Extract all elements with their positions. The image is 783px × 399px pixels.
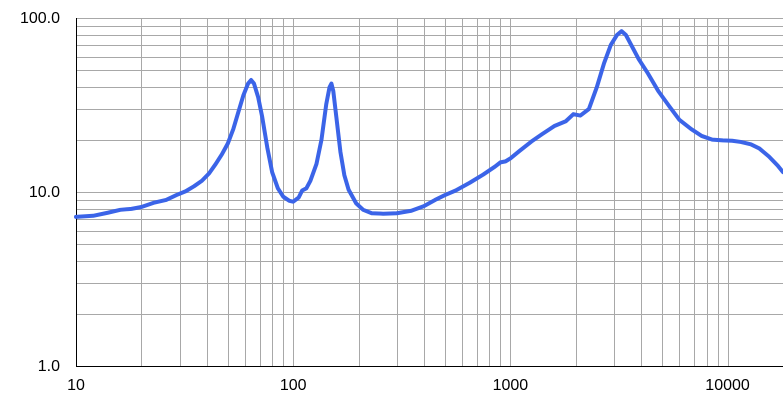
series-layer (74, 29, 783, 219)
x-tick-label: 10000 (705, 377, 750, 394)
x-tick-label: 1000 (493, 377, 529, 394)
tick-labels: 10 100 1000 10000 1.0 10.0 100.0 (20, 10, 750, 394)
axes (76, 18, 783, 367)
y-tick-label: 1.0 (38, 358, 60, 375)
x-tick-label: 10 (67, 377, 85, 394)
x-tick-label: 100 (280, 377, 307, 394)
y-tick-label: 100.0 (20, 10, 60, 27)
y-tick-label: 10.0 (29, 184, 60, 201)
series-line (74, 29, 783, 219)
grid (76, 18, 783, 367)
